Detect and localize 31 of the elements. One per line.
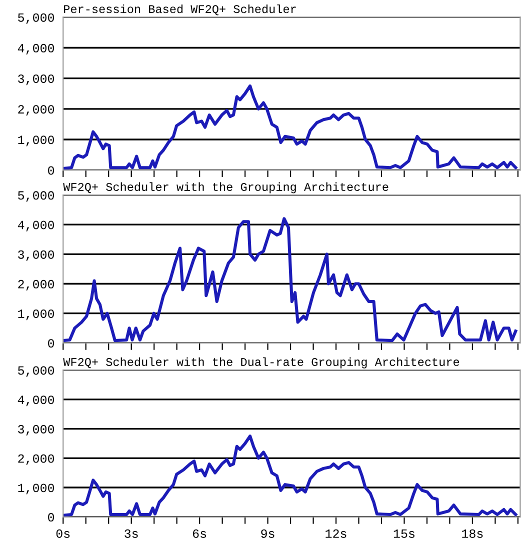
y-tick-label: 4,000 [18, 44, 54, 54]
line-series [63, 84, 518, 170]
y-tick-label: 3,000 [18, 74, 54, 86]
y-tick-label: 0 [48, 166, 54, 175]
y-tick-label: 2,000 [18, 280, 54, 291]
y-tick-label: 3,000 [18, 250, 54, 261]
y-tick-label: 4,000 [18, 220, 54, 232]
y-tick-label: 0 [48, 513, 54, 522]
y-tick-label: 2,000 [18, 105, 54, 116]
line-series [63, 217, 518, 342]
x-tick-label: 12s [326, 529, 346, 538]
y-tick-label: 1,000 [18, 484, 54, 494]
y-tick-label: 5,000 [18, 13, 54, 24]
y-tick-label: 2,000 [18, 454, 54, 465]
y-tick-label: 0 [48, 339, 54, 348]
y-tick-label: 1,000 [18, 136, 54, 146]
y-tick-label: 5,000 [18, 366, 54, 377]
chart-title: WF2Q+ Scheduler with the Dual-rate Grouping Architecture [63, 357, 460, 368]
y-tick-label: 4,000 [18, 396, 54, 406]
x-tick-label: 9s [261, 529, 274, 538]
y-tick-label: 1,000 [18, 310, 54, 320]
chart-title: WF2Q+ Scheduler with the Grouping Architecture [63, 182, 388, 194]
x-tick-label: 3s [124, 529, 138, 538]
x-tick-label: 0s [56, 529, 70, 538]
y-tick-label: 3,000 [18, 424, 54, 436]
x-tick-label: 18s [462, 529, 483, 538]
x-tick-label: 15s [394, 530, 414, 538]
line-series [63, 434, 518, 517]
x-tick-label: 6s [192, 529, 206, 538]
chart-title: Per-session Based WF2Q+ Scheduler [64, 4, 296, 16]
y-tick-label: 5,000 [18, 191, 54, 202]
